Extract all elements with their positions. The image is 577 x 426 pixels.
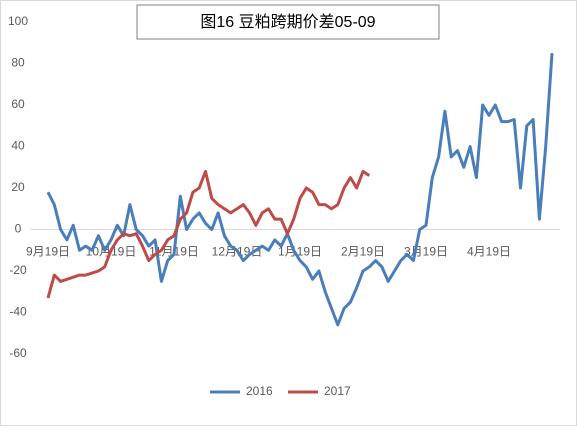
series-line (46, 169, 371, 299)
x-tick-label: 9月19日 (26, 245, 70, 259)
title-box (136, 4, 440, 40)
x-tick-label: 4月19日 (467, 245, 511, 259)
legend-label: 2016 (246, 384, 273, 398)
x-tick-label: 1月19日 (278, 245, 322, 259)
y-tick-label: 80 (11, 56, 25, 70)
x-tick-label: 2月19日 (341, 245, 385, 259)
y-tick-label: 40 (11, 139, 25, 153)
y-tick-label: 0 (15, 222, 22, 236)
y-tick-label: -20 (9, 263, 27, 277)
series-line (46, 52, 554, 327)
y-tick-label: 60 (11, 97, 25, 111)
chart-title: 图16 豆粕跨期价差05-09 (200, 13, 375, 31)
y-tick-label: -60 (9, 346, 27, 360)
y-tick-label: -40 (9, 305, 27, 319)
y-tick-label: 100 (8, 14, 28, 28)
legend-label: 2017 (324, 384, 351, 398)
y-tick-label: 20 (11, 180, 25, 194)
